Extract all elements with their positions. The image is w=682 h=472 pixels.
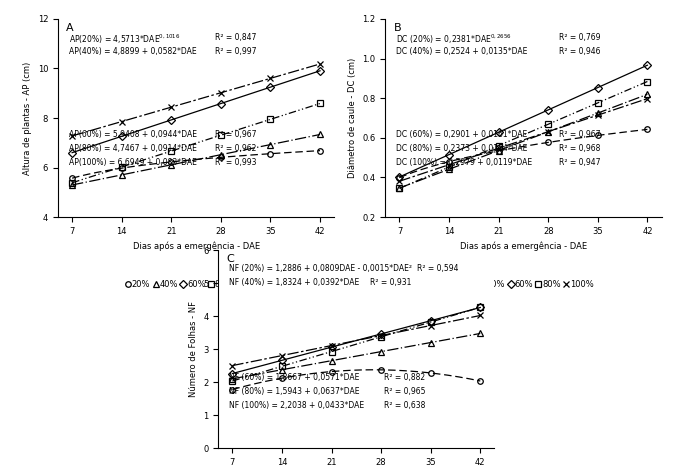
Text: DC (100%) = 0,2979 + 0,0119*DAE: DC (100%) = 0,2979 + 0,0119*DAE <box>396 158 533 167</box>
Text: R² = 0,967: R² = 0,967 <box>559 130 601 139</box>
Text: R² = 0,594: R² = 0,594 <box>417 264 458 273</box>
Text: R² = 0,968: R² = 0,968 <box>559 144 601 153</box>
Y-axis label: Altura de plantas - AP (cm): Altura de plantas - AP (cm) <box>23 61 32 175</box>
Text: NF (80%) = 1,5943 + 0,0637*DAE: NF (80%) = 1,5943 + 0,0637*DAE <box>229 387 360 396</box>
Text: AP(100%) = 6,6949 + 0,083*DAE: AP(100%) = 6,6949 + 0,083*DAE <box>69 158 197 167</box>
Text: R² = 0,997: R² = 0,997 <box>216 47 257 56</box>
X-axis label: Dias após a emergência - DAE: Dias após a emergência - DAE <box>132 241 260 251</box>
Text: B: B <box>394 23 401 33</box>
Text: DC (20%) = 0,2381*DAE$^{0,2656}$: DC (20%) = 0,2381*DAE$^{0,2656}$ <box>396 33 512 46</box>
Legend: 20%, 40%, 60%, 80%, 100%: 20%, 40%, 60%, 80%, 100% <box>450 277 597 292</box>
Text: R² = 0,967: R² = 0,967 <box>216 130 257 139</box>
Text: AP(20%) = 4,5713*DAE$^{0,1016}$: AP(20%) = 4,5713*DAE$^{0,1016}$ <box>69 33 181 46</box>
Text: R² = 0,931: R² = 0,931 <box>370 278 411 287</box>
Text: C: C <box>226 254 235 264</box>
Text: R² = 0,947: R² = 0,947 <box>559 158 601 167</box>
Text: R² = 0,847: R² = 0,847 <box>216 33 257 42</box>
Text: AP(60%) = 5,9408 + 0,0944*DAE: AP(60%) = 5,9408 + 0,0944*DAE <box>69 130 197 139</box>
Text: A: A <box>66 23 74 33</box>
Text: DC (60%) = 0,2901 + 0,0161*DAE: DC (60%) = 0,2901 + 0,0161*DAE <box>396 130 528 139</box>
Text: NF (20%) = 1,2886 + 0,0809DAE - 0,0015*DAE²: NF (20%) = 1,2886 + 0,0809DAE - 0,0015*D… <box>229 264 413 273</box>
Legend: 20%, 40%, 60%, 80%, 100%: 20%, 40%, 60%, 80%, 100% <box>123 277 269 292</box>
Text: AP(80%) = 4,7467 + 0,0914*DAE: AP(80%) = 4,7467 + 0,0914*DAE <box>69 144 197 153</box>
Text: R² = 0,769: R² = 0,769 <box>559 33 601 42</box>
Text: R² = 0,962: R² = 0,962 <box>216 144 257 153</box>
Text: R² = 0,965: R² = 0,965 <box>384 387 426 396</box>
Text: R² = 0,638: R² = 0,638 <box>384 401 426 410</box>
Text: R² = 0,946: R² = 0,946 <box>559 47 601 56</box>
X-axis label: Dias após a emergência - DAE: Dias após a emergência - DAE <box>460 241 587 251</box>
Text: DC (80%) = 0,2373 + 0,0154*DAE: DC (80%) = 0,2373 + 0,0154*DAE <box>396 144 528 153</box>
Text: DC (40%) = 0,2524 + 0,0135*DAE: DC (40%) = 0,2524 + 0,0135*DAE <box>396 47 528 56</box>
Text: R² = 0,993: R² = 0,993 <box>216 158 257 167</box>
Text: NF (60%) = 1,8667 + 0,0571*DAE: NF (60%) = 1,8667 + 0,0571*DAE <box>229 373 359 382</box>
Text: NF (40%) = 1,8324 + 0,0392*DAE: NF (40%) = 1,8324 + 0,0392*DAE <box>229 278 359 287</box>
Text: R² = 0,882: R² = 0,882 <box>384 373 425 382</box>
Y-axis label: Diâmetro de caule - DC (cm): Diâmetro de caule - DC (cm) <box>348 58 357 178</box>
Text: AP(40%) = 4,8899 + 0,0582*DAE: AP(40%) = 4,8899 + 0,0582*DAE <box>69 47 196 56</box>
Y-axis label: Número de Folhas - NF: Número de Folhas - NF <box>189 301 198 397</box>
Text: NF (100%) = 2,2038 + 0,0433*DAE: NF (100%) = 2,2038 + 0,0433*DAE <box>229 401 364 410</box>
